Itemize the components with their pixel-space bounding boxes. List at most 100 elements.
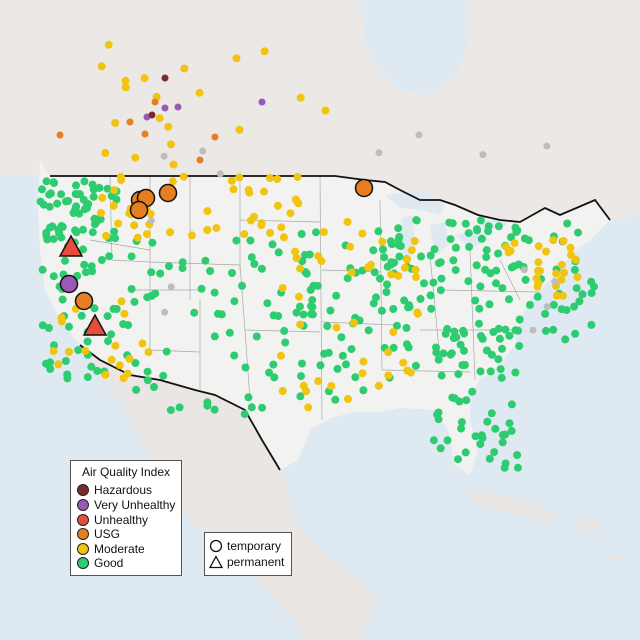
good-monitor-dot [434, 355, 443, 364]
good-monitor-dot [296, 302, 304, 311]
nodata-monitor-dot [167, 283, 175, 291]
moderate-monitor-dot [407, 246, 416, 255]
good-monitor-dot [572, 284, 581, 293]
good-monitor-dot [471, 296, 480, 305]
good-monitor-dot [210, 288, 219, 297]
good-monitor-dot [297, 372, 305, 381]
good-monitor-dot [72, 181, 80, 190]
good-monitor-dot [476, 367, 485, 376]
good-monitor-dot [501, 325, 510, 334]
good-monitor-dot [426, 291, 435, 300]
moderate-monitor-dot [119, 374, 128, 383]
good-monitor-dot [455, 397, 464, 406]
usg-monitor-dot [126, 118, 134, 126]
moderate-monitor-dot [403, 255, 412, 264]
good-monitor-dot [574, 228, 582, 237]
good-monitor-dot [49, 178, 58, 187]
hazardous-swatch-icon [77, 484, 89, 496]
good-monitor-dot [541, 309, 550, 318]
moderate-monitor-dot [291, 247, 300, 256]
good-monitor-dot [446, 235, 455, 244]
good-monitor-dot [402, 323, 411, 332]
moderate-monitor-dot [349, 318, 358, 327]
good-monitor-dot [87, 362, 96, 371]
good-monitor-dot [486, 269, 495, 278]
moderate-monitor-dot [130, 221, 139, 230]
good-monitor-dot [87, 262, 96, 271]
moderate-monitor-dot [49, 347, 58, 356]
good-monitor-dot [359, 386, 368, 395]
moderate-monitor-dot [125, 354, 134, 363]
moderate-monitor-dot [277, 223, 286, 232]
moderate-monitor-dot [347, 268, 356, 277]
good-monitor-dot [80, 260, 89, 269]
moderate-monitor-dot [332, 323, 341, 332]
good-monitor-dot [103, 312, 112, 321]
moderate-monitor-dot [98, 193, 107, 202]
aqi-legend-title: Air Quality Index [81, 465, 171, 479]
moderate-monitor-dot [115, 361, 124, 370]
moderate-monitor-dot [169, 160, 178, 169]
good-monitor-dot [308, 296, 317, 305]
good-monitor-dot [97, 256, 106, 264]
good-monitor-dot [491, 424, 500, 433]
moderate-monitor-dot [121, 76, 130, 85]
moderate-monitor-dot [304, 403, 313, 412]
good-monitor-dot [497, 373, 506, 382]
good-monitor-dot [268, 240, 277, 249]
good-monitor-dot [549, 325, 558, 334]
good-monitor-dot [244, 393, 253, 402]
moderate-monitor-dot [374, 381, 383, 390]
good-monitor-dot [458, 361, 467, 370]
moderate-monitor-dot [560, 268, 568, 277]
moderate-monitor-dot [394, 271, 403, 280]
good-monitor-dot [127, 252, 136, 261]
moderate-monitor-dot [187, 231, 196, 240]
good-monitor-dot [63, 374, 72, 383]
good-monitor-dot [316, 361, 325, 370]
good-monitor-dot [514, 260, 523, 269]
good-monitor-dot [587, 320, 596, 329]
hazardous-monitor-dot [161, 74, 169, 82]
good-monitor-dot [263, 299, 272, 308]
good-monitor-dot [549, 300, 558, 309]
good-monitor-dot [333, 364, 342, 373]
unhealthy-permanent-site [82, 313, 108, 336]
moderate-monitor-dot [133, 233, 142, 242]
moderate-monitor-dot [411, 265, 420, 274]
good-monitor-dot [240, 410, 249, 419]
moderate-monitor-dot [286, 209, 295, 218]
legend-label-unhealthy: Unhealthy [94, 513, 149, 527]
good-monitor-dot [159, 371, 168, 380]
good-monitor-dot [103, 184, 112, 193]
good-monitor-dot [73, 190, 82, 199]
moderate-monitor-dot [144, 348, 153, 357]
good-monitor-dot [400, 296, 409, 305]
good-monitor-dot [143, 293, 152, 302]
moderate-monitor-dot [121, 83, 130, 92]
good-monitor-dot [88, 228, 97, 237]
usg-monitor-dot [211, 133, 219, 141]
good-monitor-dot [513, 451, 522, 460]
unhealthy-swatch-icon [77, 514, 89, 526]
moderate-monitor-dot [549, 236, 558, 245]
moderate-monitor-dot [97, 62, 106, 71]
moderate-monitor-dot [358, 369, 367, 378]
very-unhealthy-monitor-dot [174, 103, 182, 111]
good-monitor-dot [404, 343, 413, 352]
good-monitor-dot [49, 235, 58, 244]
moderate-monitor-dot [314, 377, 323, 386]
nodata-monitor-dot [375, 149, 383, 157]
good-monitor-dot [292, 308, 301, 317]
good-monitor-dot [562, 306, 571, 315]
good-monitor-dot [269, 360, 278, 369]
good-monitor-dot [505, 419, 514, 428]
good-monitor-dot [429, 278, 438, 287]
nodata-monitor-dot [543, 303, 551, 311]
good-monitor-dot [449, 256, 458, 265]
moderate-monitor-dot [321, 106, 330, 115]
good-monitor-dot [148, 238, 157, 247]
good-monitor-dot [92, 217, 101, 226]
good-monitor-dot [498, 438, 507, 447]
good-monitor-dot [38, 265, 47, 274]
